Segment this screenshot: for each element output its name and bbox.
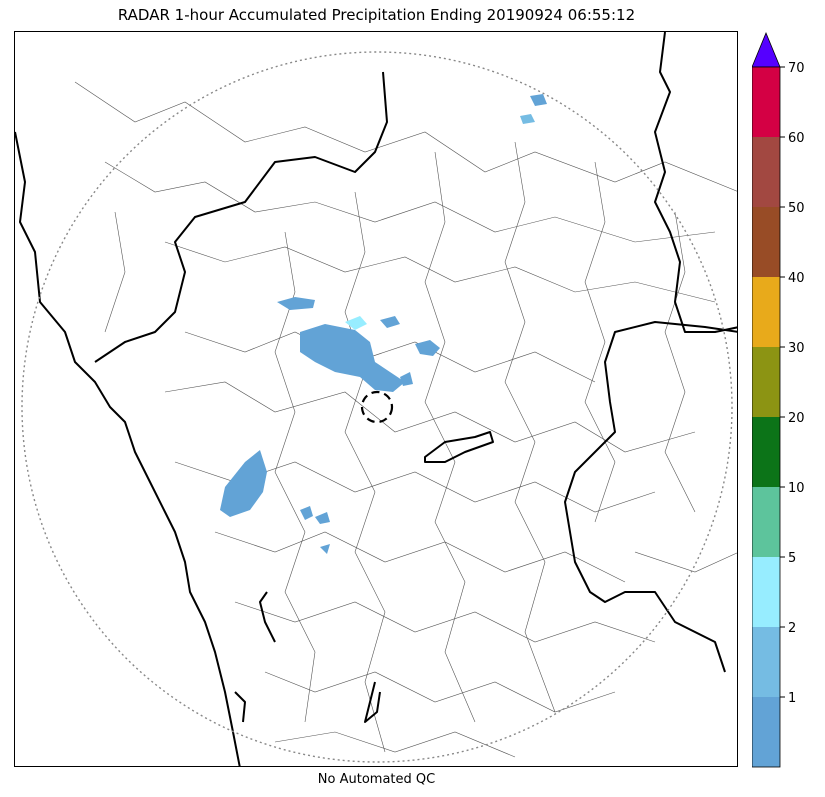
colorbar-extend-triangle: [752, 31, 781, 68]
colorbar-segment: [752, 697, 780, 767]
colorbar: 1 2 5 10 20 30 40 50 60 70: [752, 31, 805, 768]
colorbar-segment: [752, 627, 780, 697]
colorbar-tick-label: 20: [788, 411, 805, 426]
colorbar-top-label: 70: [788, 61, 805, 76]
colorbar-segment: [752, 557, 780, 627]
colorbar-tick-label: 1: [788, 691, 796, 706]
radar-site-marker: [360, 390, 394, 424]
district-boundaries: [74, 81, 737, 758]
colorbar-tick-label: 60: [788, 131, 805, 146]
colorbar-segment: [752, 347, 780, 417]
colorbar-segment: [752, 277, 780, 347]
colorbar-segment: [752, 137, 780, 207]
colorbar-tick-label: 30: [788, 341, 805, 356]
state-boundaries: [15, 32, 737, 766]
radar-map: [14, 31, 738, 767]
qc-caption: No Automated QC: [317, 772, 436, 787]
colorbar-tick-label: 5: [788, 551, 796, 566]
colorbar-segment: [752, 67, 780, 137]
colorbar-tick-label: 50: [788, 201, 805, 216]
colorbar-segment: [752, 487, 780, 557]
colorbar-segment: [752, 417, 780, 487]
range-ring: [21, 51, 733, 763]
colorbar-segment: [752, 207, 780, 277]
colorbar-tick-label: 10: [788, 481, 805, 496]
colorbar-segments: [752, 67, 780, 767]
map-canvas: [15, 32, 737, 766]
plot-title: RADAR 1-hour Accumulated Precipitation E…: [117, 6, 636, 24]
colorbar-tick-label: 40: [788, 271, 805, 286]
colorbar-tick-label: 2: [788, 621, 796, 636]
precipitation-echoes: [220, 94, 547, 554]
colorbar-labels: 1 2 5 10 20 30 40 50 60 70: [780, 61, 805, 706]
